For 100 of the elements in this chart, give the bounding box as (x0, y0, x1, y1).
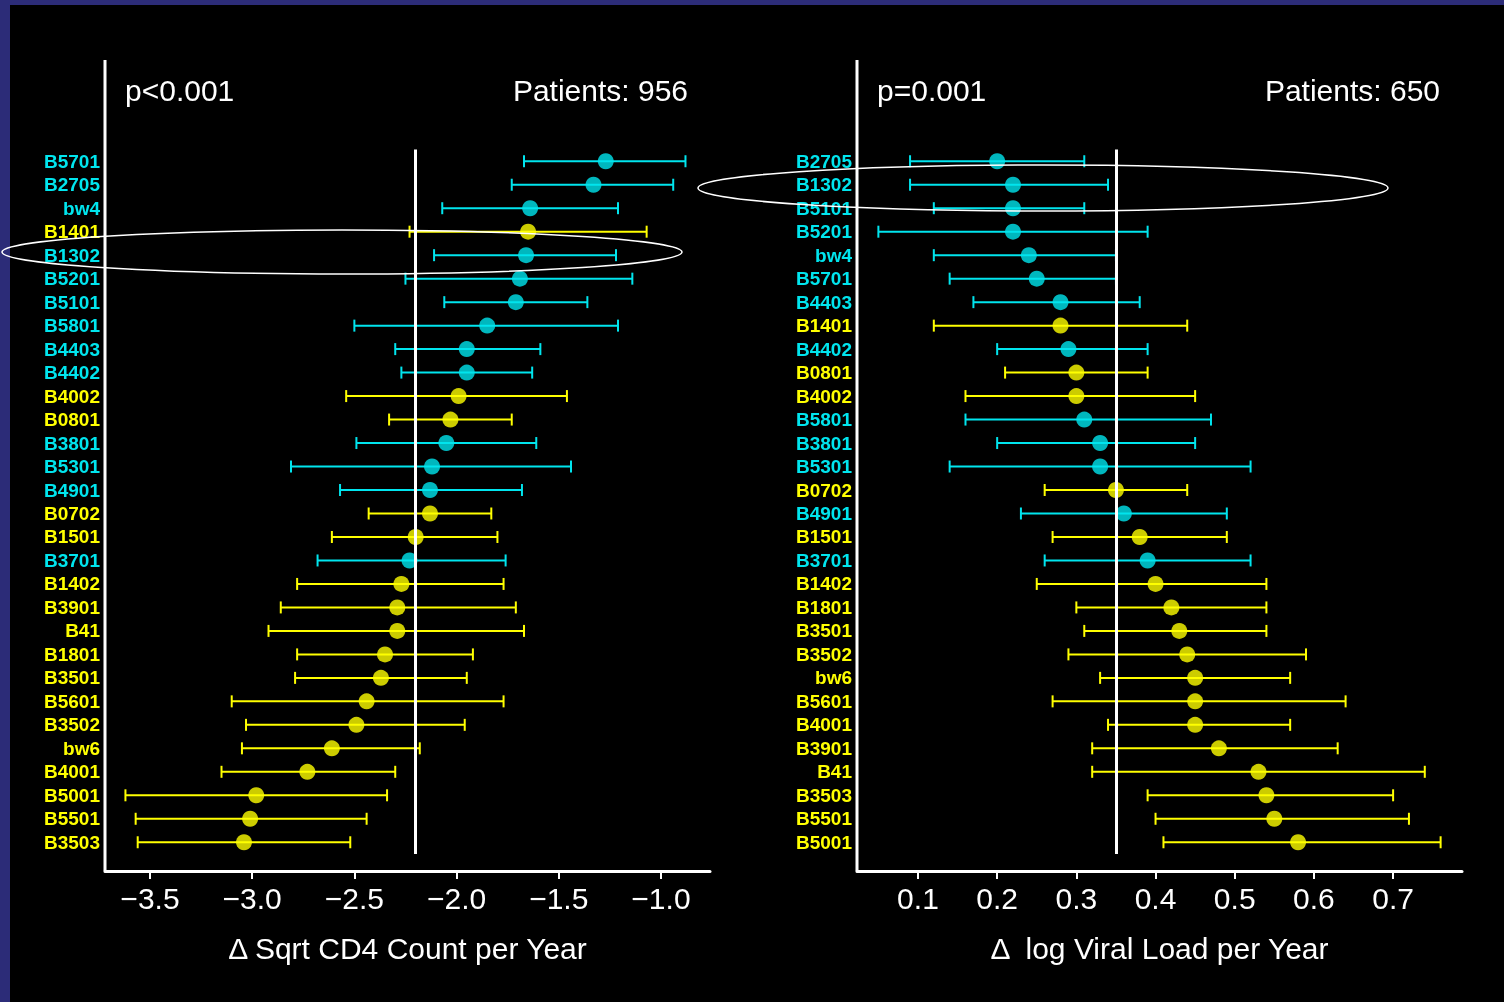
point (1131, 528, 1148, 545)
y-tick-label: B4402 (44, 362, 100, 384)
y-tick-label: B4402 (796, 338, 852, 360)
y-tick-label: B1801 (44, 643, 101, 665)
x-tick-label: −3.0 (222, 881, 282, 915)
y-tick-label: bw6 (63, 737, 100, 759)
text: p<0.001 (125, 73, 235, 107)
x-tick-label: −2.5 (324, 881, 384, 915)
y-tick-label: B5501 (44, 808, 101, 830)
y-tick-label: B1302 (796, 174, 852, 196)
point (1187, 693, 1204, 710)
point (1187, 669, 1204, 686)
y-tick-label: B5701 (796, 268, 853, 290)
y-tick-label: B0801 (44, 409, 101, 431)
y-tick-label: B1402 (796, 573, 852, 595)
x-tick-label: 0.6 (1293, 881, 1335, 915)
point (1068, 388, 1085, 405)
point (358, 693, 375, 710)
point (1028, 270, 1045, 287)
y-tick-label: B5301 (44, 456, 101, 478)
y-tick-label: B1801 (796, 596, 853, 618)
point (1052, 317, 1069, 334)
y-tick-label: B1501 (44, 526, 101, 548)
point (1163, 599, 1180, 616)
y-tick-label: B2705 (796, 150, 853, 172)
point (348, 716, 365, 733)
point (1020, 247, 1037, 264)
x-tick-label: −2.0 (426, 881, 487, 915)
point (1290, 834, 1307, 851)
y-tick-label: B5001 (44, 784, 101, 806)
y-tick-label: B3801 (44, 432, 101, 454)
point (1060, 341, 1077, 358)
y-tick-label: B4002 (44, 385, 100, 407)
x-tick-label: 0.5 (1213, 881, 1256, 915)
point (585, 176, 602, 193)
y-tick-label: B1401 (796, 315, 853, 337)
point (422, 505, 438, 522)
point (1187, 716, 1204, 733)
text: Patients: 650 (1264, 73, 1440, 107)
x-tick-label: −3.5 (120, 881, 180, 915)
y-tick-label: B3901 (44, 596, 101, 618)
point (1092, 435, 1109, 452)
point (1266, 810, 1283, 827)
point (389, 622, 406, 639)
point (450, 388, 467, 405)
x-tick-label: 0.2 (976, 881, 1019, 915)
point (1052, 294, 1069, 311)
point (422, 482, 438, 498)
y-tick-label: B3501 (44, 667, 101, 689)
y-tick-label: bw4 (63, 197, 101, 219)
point (242, 810, 259, 827)
y-tick-label: B1302 (44, 244, 100, 266)
y-tick-label: B5301 (796, 456, 853, 478)
y-tick-label: bw4 (815, 244, 853, 266)
y-tick-label: B0801 (796, 362, 853, 384)
y-tick-label: B41 (65, 620, 101, 642)
point (442, 411, 459, 428)
y-tick-label: B4403 (796, 291, 852, 313)
point (393, 575, 410, 592)
point (438, 435, 455, 452)
y-tick-label: B0702 (796, 479, 852, 501)
point (372, 669, 389, 686)
point (597, 153, 614, 170)
y-tick-label: B1501 (796, 526, 853, 548)
y-tick-label: B3501 (796, 620, 853, 642)
point (479, 317, 496, 334)
point (1147, 575, 1164, 592)
y-tick-label: B3901 (796, 737, 853, 759)
x-axis-title: Δ Sqrt CD4 Count per Year (228, 931, 587, 965)
y-tick-label: B41 (817, 761, 853, 783)
point (1210, 740, 1227, 757)
point (507, 294, 524, 311)
x-tick-label: 0.7 (1372, 881, 1414, 915)
point (377, 646, 394, 663)
x-tick-label: −1.0 (631, 881, 691, 915)
y-tick-label: B5101 (44, 291, 101, 313)
y-tick-label: B1401 (44, 221, 101, 243)
y-tick-label: B5801 (44, 315, 101, 337)
x-tick-label: 0.1 (897, 881, 939, 915)
point (1179, 646, 1196, 663)
point (236, 834, 252, 851)
y-tick-label: B3701 (44, 549, 101, 571)
point (323, 740, 340, 757)
point (1005, 176, 1021, 193)
point (1250, 763, 1267, 780)
point (1068, 364, 1085, 381)
y-tick-label: B3503 (796, 784, 852, 806)
y-tick-label: B4901 (796, 502, 853, 524)
y-tick-label: B3701 (796, 549, 853, 571)
point (299, 763, 316, 780)
y-tick-label: B4001 (796, 714, 853, 736)
y-tick-label: B5701 (44, 150, 101, 172)
point (1092, 458, 1109, 475)
text: Patients: 956 (512, 73, 688, 107)
x-tick-label: 0.3 (1055, 881, 1098, 915)
point (1171, 622, 1188, 639)
y-tick-label: B5001 (796, 831, 853, 853)
point (522, 200, 539, 217)
y-tick-label: B3503 (44, 831, 100, 853)
y-tick-label: B3502 (796, 643, 852, 665)
